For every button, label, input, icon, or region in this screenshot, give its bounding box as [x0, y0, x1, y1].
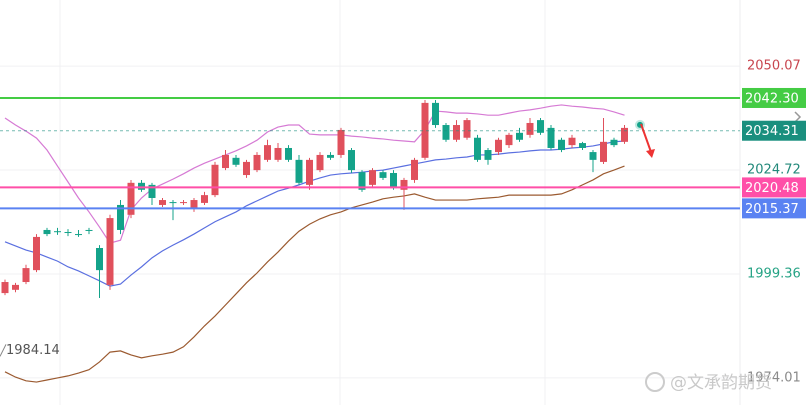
level-label-bg [742, 87, 806, 108]
candle-body [169, 202, 177, 204]
candle-body [201, 195, 208, 203]
level-label: 2042.30 [745, 91, 799, 106]
candle-body [484, 150, 492, 160]
candle-body [474, 137, 481, 160]
low-annotation-tick [0, 344, 7, 357]
candle-body [117, 204, 124, 230]
candle-body [526, 122, 534, 135]
candle-body [43, 229, 51, 235]
candle-body [1, 282, 9, 294]
candle-body [159, 200, 166, 205]
candle-body [33, 236, 40, 271]
candle-body [148, 184, 156, 198]
candle-body [358, 172, 366, 190]
plot: 2050.07 2024.72 1999.36 1974.01 1984.14 [0, 59, 801, 385]
candle-body [589, 152, 597, 160]
candle-body [600, 141, 607, 162]
level-label-bg [742, 120, 806, 141]
candle-body [390, 172, 397, 189]
candle-body [64, 232, 72, 234]
level-label: 2034.31 [745, 124, 799, 139]
level-label-bg [742, 177, 806, 198]
level-label: 2015.37 [745, 202, 799, 217]
candle-body [232, 157, 240, 165]
chevron [794, 111, 802, 123]
y-tick-label: 2050.07 [747, 59, 801, 74]
candle-body [285, 147, 292, 160]
candle-body [85, 229, 93, 231]
candle-body [379, 172, 387, 178]
candle-body [453, 125, 460, 140]
candle-body [495, 139, 502, 153]
candle-body [222, 154, 229, 169]
candle-body [537, 120, 544, 133]
candle-body [243, 161, 250, 176]
low-annotation: 1984.14 [6, 343, 60, 358]
candle-body [621, 127, 628, 142]
candle-body [138, 182, 145, 190]
candle-body [327, 154, 334, 158]
y-tick-label: 2024.72 [747, 163, 801, 178]
candle-body [127, 182, 135, 215]
candle-body [463, 120, 471, 138]
arrow-head [646, 149, 655, 158]
candle-body [348, 150, 355, 171]
candle-body [190, 200, 198, 208]
watermark: @文承韵期货 [670, 373, 772, 393]
candle-body [211, 164, 219, 196]
candle-body [610, 139, 618, 146]
candle-body [295, 159, 303, 183]
candle-body [568, 137, 576, 146]
y-tick-label: 1974.01 [747, 370, 801, 385]
candle-body [369, 170, 376, 185]
candle-body [22, 268, 30, 283]
candle-body [400, 179, 408, 190]
band-line [4, 140, 625, 287]
candle-body [337, 129, 345, 155]
candle-body [274, 147, 282, 160]
arrow [640, 123, 652, 153]
level-label: 2020.48 [745, 181, 799, 196]
watermark-icon [645, 372, 665, 392]
candle-body [106, 218, 114, 285]
candle-body [316, 154, 324, 171]
level-label-bg [742, 198, 806, 219]
candle-body [516, 132, 523, 140]
candle-body [579, 143, 586, 148]
candle-body [306, 159, 313, 185]
candle-body [264, 145, 271, 160]
candle-body [432, 102, 439, 126]
candle-body [12, 284, 19, 290]
candle-body [96, 248, 103, 271]
candle-body [411, 159, 418, 180]
candle-body [558, 139, 565, 151]
candle-body [54, 231, 61, 233]
y-tick-label: 1999.36 [747, 266, 801, 281]
candle-body [75, 234, 82, 236]
band-line [4, 165, 625, 383]
candle-body [180, 202, 187, 204]
candle-body [253, 154, 261, 171]
candle-body [442, 125, 450, 140]
candle-body [421, 102, 429, 158]
candle-body [547, 127, 555, 148]
candle-body [505, 134, 513, 146]
